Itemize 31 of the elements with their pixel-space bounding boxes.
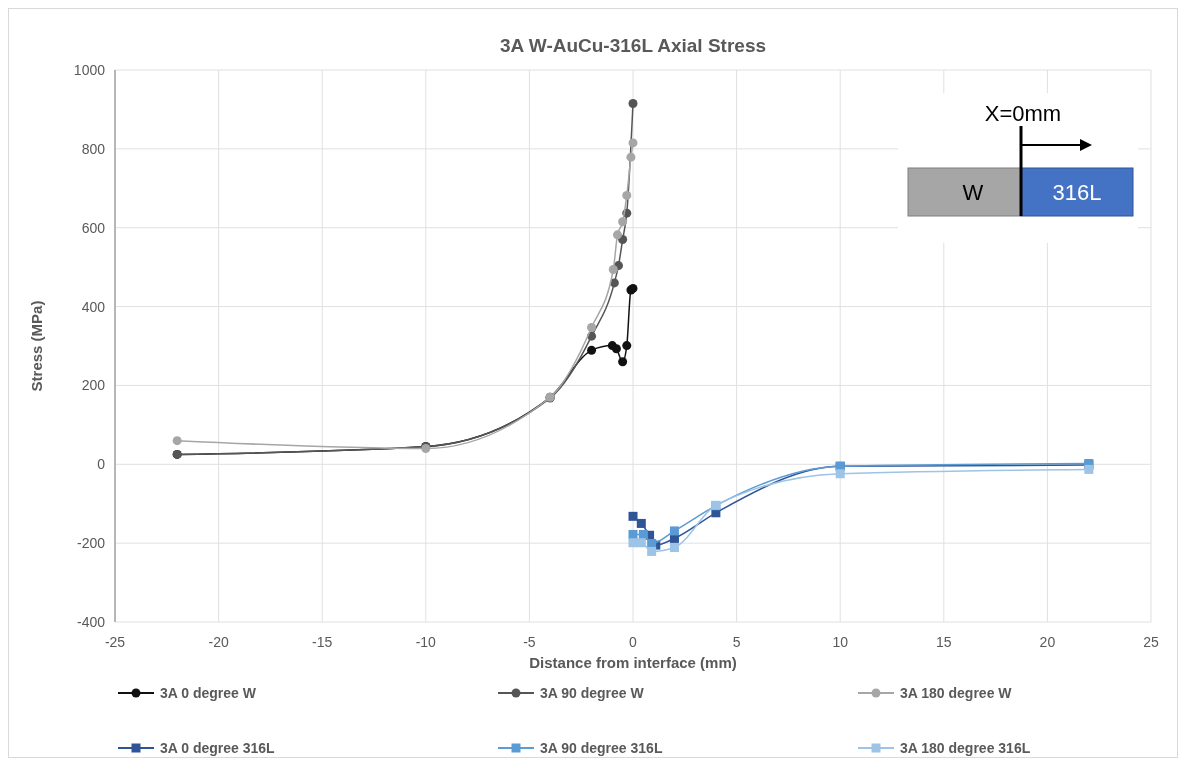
y-tick-label: 1000 (73, 62, 106, 78)
legend-label: 3A 180 degree 316L (900, 740, 1031, 756)
chart-title: 3A W-AuCu-316L Axial Stress (499, 35, 767, 56)
x-tick-label: 0 (629, 634, 638, 650)
y-tick-label: 400 (81, 298, 106, 315)
y-axis-title: Stress (MPa) (28, 300, 45, 392)
y-tick-label: -200 (76, 535, 106, 552)
x-axis-title: Distance from interface (mm) (529, 654, 737, 671)
x-tick-label: -25 (104, 634, 126, 650)
legend-label: 3A 90 degree 316L (540, 740, 663, 756)
legend-label: 3A 0 degree 316L (160, 740, 276, 756)
legend-label: 3A 90 degree W (540, 685, 645, 701)
annotation: X=0mm (984, 101, 1062, 126)
x-tick-label: -10 (415, 634, 437, 650)
x-tick-label: -5 (523, 634, 536, 650)
y-tick-label: -400 (76, 614, 106, 630)
y-tick-label: 800 (81, 140, 106, 157)
x-tick-label: -15 (312, 634, 333, 650)
x-tick-label: 15 (936, 634, 952, 650)
x-tick-label: 5 (732, 634, 741, 650)
legend-label: 3A 0 degree W (160, 685, 257, 701)
x-tick-label: 25 (1143, 634, 1159, 650)
y-tick-label: 200 (81, 377, 106, 394)
x-tick-label: 10 (832, 634, 849, 650)
x-tick-label: -20 (208, 634, 229, 650)
y-tick-label: 600 (81, 219, 106, 236)
legend-label: 3A 180 degree W (900, 685, 1013, 701)
y-tick-label: 0 (97, 456, 106, 473)
x-tick-label: 20 (1039, 634, 1056, 650)
annotation: W (962, 180, 984, 205)
annotation: 316L (1052, 180, 1102, 205)
